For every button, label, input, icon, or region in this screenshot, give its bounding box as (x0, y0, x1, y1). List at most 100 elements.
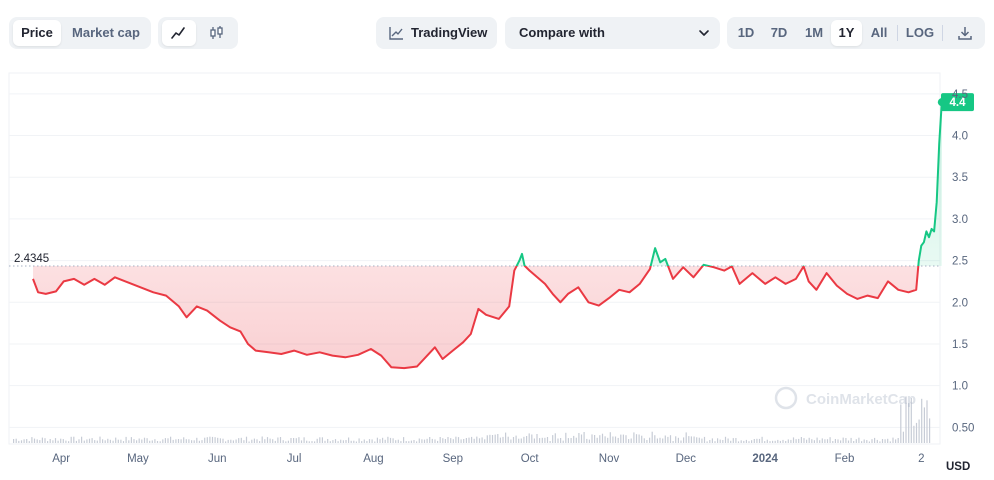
volume-bar (366, 441, 368, 443)
volume-bar (269, 438, 271, 443)
volume-bar (832, 441, 834, 443)
range-1y[interactable]: 1Y (831, 20, 862, 46)
volume-bar (211, 436, 214, 443)
range-1d[interactable]: 1D (737, 25, 755, 40)
volume-bar (303, 437, 305, 443)
price-tab[interactable]: Price (13, 20, 61, 46)
volume-bar (698, 437, 700, 443)
volume-bar (240, 437, 242, 443)
volume-bar (586, 438, 588, 443)
volume-bar (193, 440, 195, 443)
volume-bar (133, 439, 135, 443)
volume-bar (518, 438, 520, 443)
y-tick-label: 2.5 (952, 256, 968, 268)
volume-bar (772, 440, 774, 443)
volume-bar (232, 440, 234, 443)
volume-bar (243, 440, 245, 443)
volume-bar (117, 439, 119, 443)
volume-bar (170, 436, 172, 443)
volume-bar (47, 441, 49, 443)
volume-bar (172, 439, 174, 443)
volume-bar (829, 437, 831, 443)
volume-bar (484, 439, 486, 443)
volume-bar (81, 436, 83, 443)
volume-bar (274, 440, 276, 443)
x-tick-label: Nov (599, 453, 620, 465)
line-chart-button[interactable] (162, 20, 196, 46)
range-7d[interactable]: 7D (770, 25, 788, 40)
x-tick-label: Sep (443, 453, 463, 465)
volume-bar (324, 440, 326, 443)
range-divider (897, 25, 898, 41)
download-button[interactable] (948, 20, 982, 46)
plot-area (8, 72, 941, 445)
y-axis: 0.50 1.0 1.5 2.0 2.5 3.0 3.5 4.0 4.5 (952, 89, 974, 434)
candlestick-button[interactable] (200, 20, 234, 46)
volume-bar (887, 438, 889, 443)
volume-bar (248, 441, 250, 443)
volume-bar (554, 433, 556, 443)
volume-bar (497, 434, 499, 443)
current-price-label: 4.4 (950, 97, 967, 109)
volume-bar (107, 438, 109, 443)
log-scale-button[interactable]: LOG (905, 25, 935, 40)
range-1m[interactable]: 1M (804, 25, 824, 40)
volume-bar (319, 437, 321, 443)
volume-bar (128, 440, 130, 443)
volume-bar (633, 432, 635, 443)
volume-bar (266, 437, 269, 443)
volume-bar (758, 438, 761, 443)
volume-bar (379, 439, 381, 443)
volume-bar (264, 439, 266, 443)
volume-bar (434, 439, 436, 443)
volume-bar (662, 438, 664, 443)
volume-bar (54, 438, 57, 443)
volume-bar (57, 440, 59, 443)
volume-bar (334, 439, 337, 443)
volume-bar (217, 437, 219, 443)
volume-bar (444, 439, 446, 443)
volume-bar (719, 439, 721, 443)
volume-bar (39, 440, 41, 443)
volume-bar (175, 439, 177, 443)
x-tick-label: Jun (208, 453, 227, 465)
volume-bar (238, 438, 240, 443)
market-cap-tab[interactable]: Market cap (72, 25, 140, 40)
price-line-below (32, 266, 920, 370)
volume-bar (293, 438, 295, 443)
x-tick-label: Oct (521, 453, 540, 465)
volume-bar (332, 440, 334, 443)
y-tick-label: 3.5 (952, 172, 968, 184)
volume-bar (840, 440, 842, 443)
compare-with-select[interactable]: Compare with (505, 17, 720, 49)
volume-bar (573, 435, 575, 443)
volume-bar (439, 437, 441, 443)
price-chart[interactable]: CoinMarketCap 2.4345 4.4 0.50 1.0 1.5 2.0 2.… (0, 66, 994, 480)
volume-bar (578, 433, 580, 443)
x-tick-label: Apr (52, 453, 70, 465)
volume-bar (599, 435, 601, 443)
trend-chart-icon (389, 27, 403, 40)
volume-bar (512, 437, 515, 443)
volume-bar (452, 439, 454, 443)
volume-bar (580, 434, 583, 443)
volume-bar (625, 435, 627, 443)
volume-bar (929, 418, 931, 443)
volume-bar (837, 439, 839, 443)
volume-bar (850, 437, 852, 443)
volume-bar (88, 438, 91, 443)
volume-bar (533, 438, 535, 443)
volume-bar (696, 437, 698, 443)
volume-bar (813, 440, 815, 443)
volume-bar (112, 440, 114, 443)
range-all[interactable]: All (870, 25, 888, 40)
volume-bar (41, 437, 43, 443)
volume-bar (701, 438, 703, 443)
volume-bar (447, 437, 449, 443)
volume-bar (515, 435, 517, 443)
volume-bar (591, 434, 593, 443)
tradingview-button[interactable]: TradingView (376, 17, 497, 49)
volume-bar (177, 439, 180, 443)
volume-bar (26, 439, 28, 443)
volume-bar (277, 437, 279, 443)
